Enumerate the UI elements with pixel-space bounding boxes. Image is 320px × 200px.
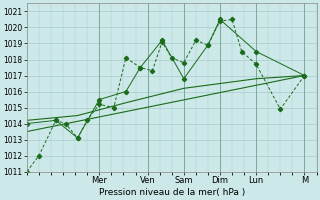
X-axis label: Pression niveau de la mer( hPa ): Pression niveau de la mer( hPa ): [99, 188, 245, 197]
